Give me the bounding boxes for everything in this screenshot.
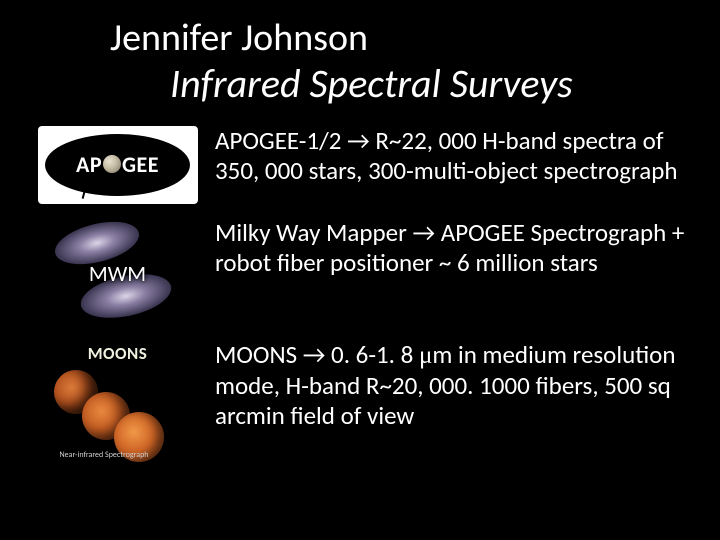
moons-logo-title: MOONS [38,343,198,364]
mwm-image: MWM [38,218,198,326]
apogee-logo: APGEE [38,126,198,204]
moons-logo-cell: MOONS Near-infrared Spectrograph [30,340,205,460]
row-moons: MOONS Near-infrared Spectrograph MOONS →… [30,340,690,460]
content-area: APGEE APOGEE-1/2 → R~22, 000 H-band spec… [30,126,690,460]
apogee-logo-cell: APGEE [30,126,205,204]
apogee-ellipse: APGEE [45,134,190,196]
slide-title: Infrared Spectral Surveys [170,62,690,106]
mwm-label: MWM [38,260,198,287]
mwm-text: Milky Way Mapper → APOGEE Spectrograph +… [205,218,690,278]
moons-image: MOONS Near-infrared Spectrograph [38,340,198,460]
row-mwm: MWM Milky Way Mapper → APOGEE Spectrogra… [30,218,690,326]
apogee-suffix: GEE [122,151,159,178]
slide: Jennifer Johnson Infrared Spectral Surve… [0,0,720,540]
moons-text: MOONS → 0. 6-1. 8 μm in medium resolutio… [205,340,690,431]
apogee-text: APOGEE-1/2 → R~22, 000 H-band spectra of… [205,126,690,186]
globe-icon [103,155,121,173]
mwm-logo-cell: MWM [30,218,205,326]
moons-subtitle: Near-infrared Spectrograph [60,450,149,460]
row-apogee: APGEE APOGEE-1/2 → R~22, 000 H-band spec… [30,126,690,204]
author-name: Jennifer Johnson [110,18,690,60]
